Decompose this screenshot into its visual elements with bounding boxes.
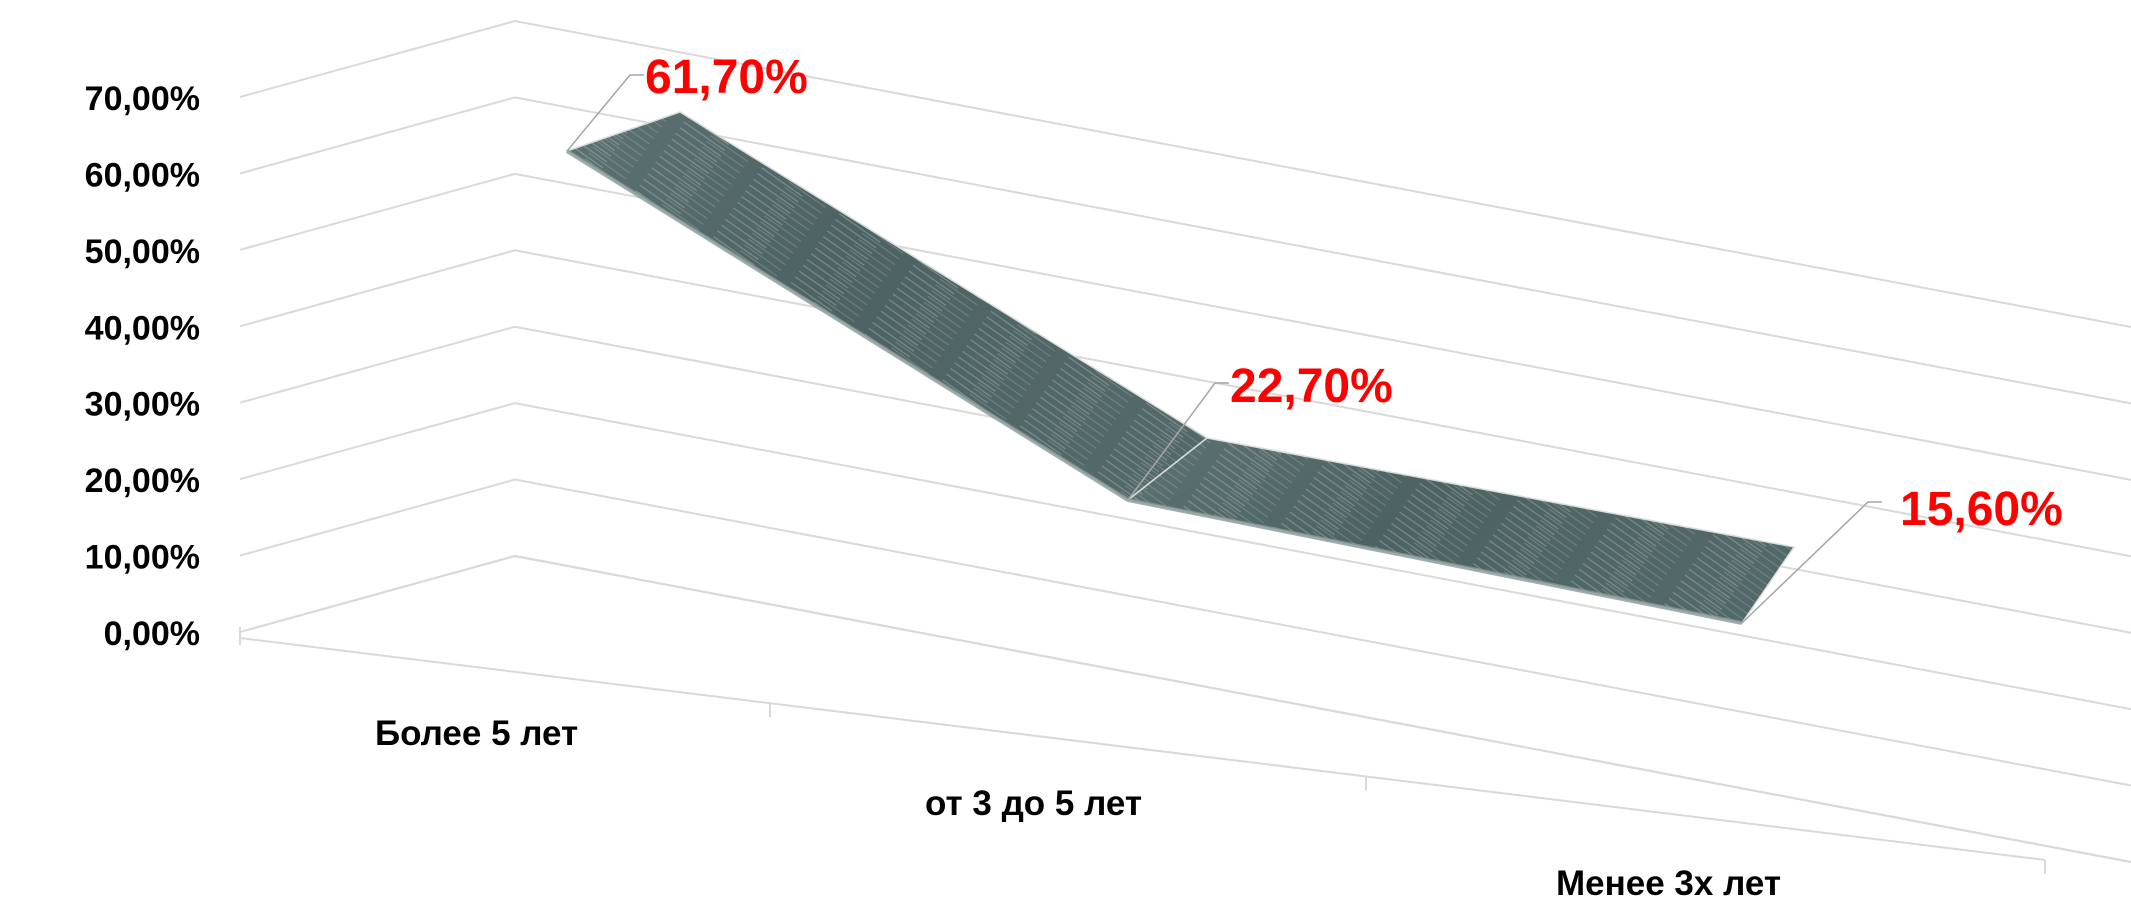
y-tick-label: 40,00%	[85, 309, 200, 347]
x-tick-label: от 3 до 5 лет	[925, 784, 1142, 823]
gridline	[239, 172, 2131, 481]
x-axis-line	[239, 637, 2046, 861]
axes: 0,00% 10,00% 20,00% 30,00% 40,00% 50,00% 60,00…	[85, 80, 2046, 903]
gridline	[239, 19, 2131, 328]
data-label: 15,60%	[1900, 483, 2063, 536]
y-tick-label: 60,00%	[85, 156, 200, 194]
gridlines	[239, 19, 2131, 864]
ribbon-texture	[567, 112, 1207, 500]
gridline	[239, 402, 2131, 711]
y-tick-label: 50,00%	[85, 233, 200, 271]
data-label: 61,70%	[645, 51, 808, 104]
x-tick-label: Более 5 лет	[375, 714, 578, 753]
y-tick-label: 70,00%	[85, 80, 200, 118]
gridline	[239, 249, 2131, 558]
leader-line	[1127, 382, 1229, 501]
data-labels: 61,70% 22,70% 15,60%	[566, 51, 2063, 624]
data-label: 22,70%	[1230, 360, 1393, 413]
ribbon-texture	[1128, 438, 1794, 623]
y-tick-label: 10,00%	[85, 539, 200, 577]
leader-line	[566, 74, 644, 152]
gridline	[239, 554, 2131, 864]
series-ribbon	[565, 111, 1796, 625]
gridline	[239, 478, 2131, 787]
x-tick-label: Менее 3х лет	[1556, 864, 1781, 903]
gridline	[239, 96, 2131, 405]
y-tick-label: 0,00%	[104, 615, 200, 653]
y-tick-label: 30,00%	[85, 386, 200, 424]
y-tick-label: 20,00%	[85, 462, 200, 500]
leader-line	[1741, 501, 1882, 624]
